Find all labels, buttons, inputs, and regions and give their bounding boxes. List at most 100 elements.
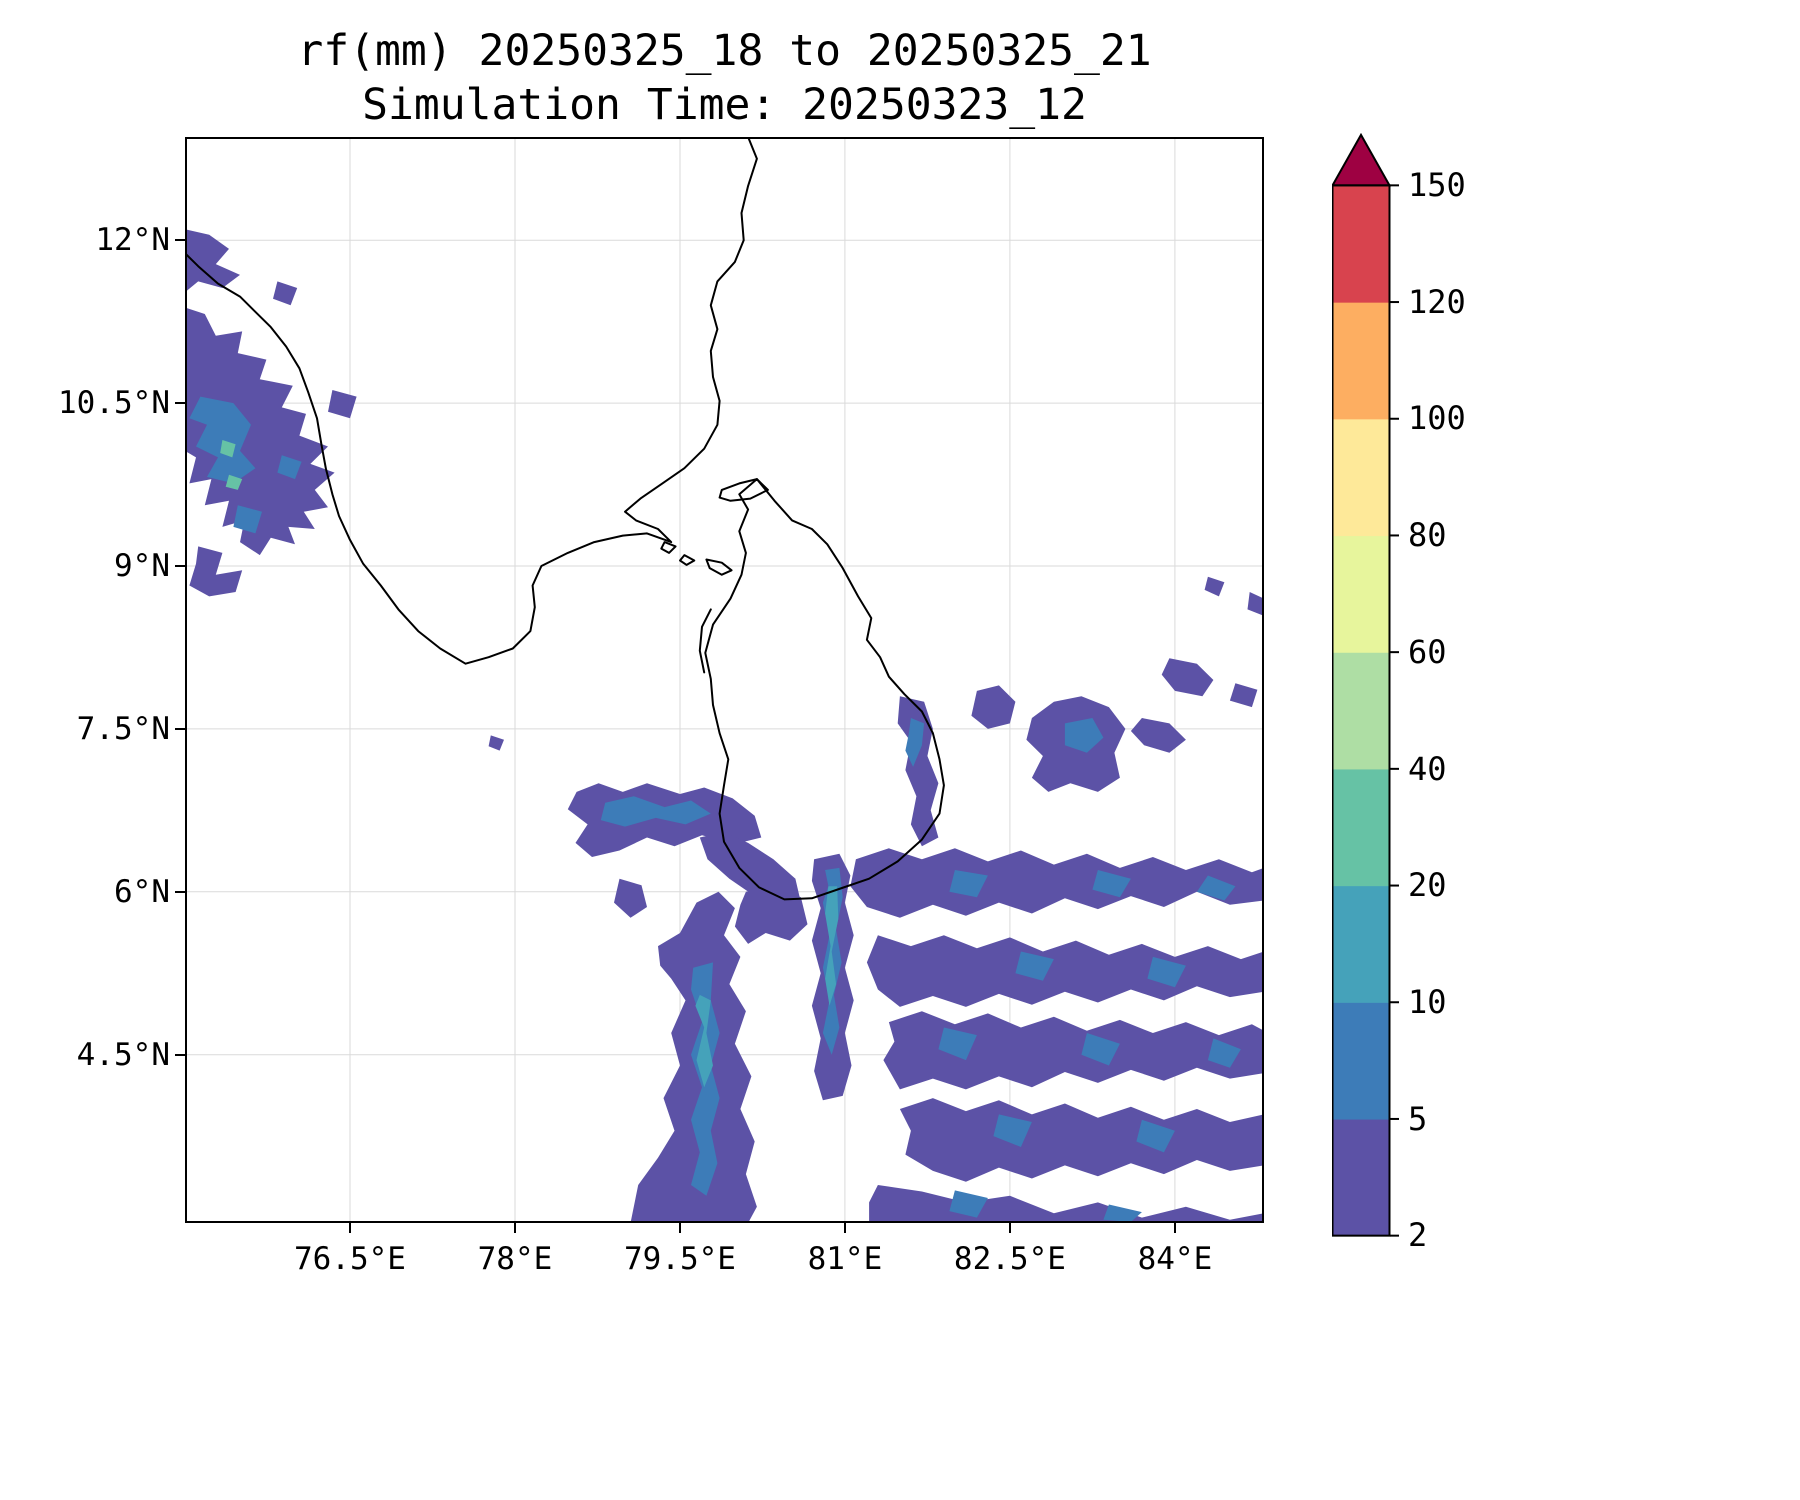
rain-patch-20-40mm [220,440,236,458]
x-tick-mark [348,1223,351,1233]
colorbar-extend-max-arrow [1332,133,1392,187]
rain-patch-5-10mm [993,1114,1032,1147]
rain-patch-2-5mm [1247,592,1264,616]
colorbar-segment [1332,302,1390,420]
colorbar-tick-label: 60 [1408,632,1447,671]
rain-patch-2-5mm [897,696,939,847]
x-tick-label: 78°E [477,1241,553,1277]
y-tick-label: 9°N [114,547,170,584]
colorbar-tick-label: 80 [1408,516,1447,555]
rain-patch-2-5mm [488,735,504,751]
y-tick-label: 12°N [95,222,170,259]
colorbar-tick-label: 5 [1408,1099,1428,1138]
rain-patch-5-10mm [600,796,711,827]
y-tick-mark [175,239,185,242]
colorbar-segment [1332,418,1390,537]
title-block: rf(mm) 20250325_18 to 20250325_21 Simula… [185,24,1264,132]
map-svg [185,137,1264,1223]
rain-patch-2-5mm [899,1098,1264,1182]
map-plot-area [185,137,1264,1223]
y-tick-mark [175,564,185,567]
colorbar-tick-label: 120 [1408,282,1466,321]
rain-patch-2-5mm [185,229,240,293]
rain-patch-2-5mm [971,685,1016,729]
colorbar-segment [1332,768,1390,887]
colorbar-outline [1332,184,1391,1237]
colorbar-tick-label: 100 [1408,399,1466,438]
colorbar-tick-label: 10 [1408,982,1447,1021]
plot-frame [185,137,1264,1223]
colorbar-tick-label: 2 [1408,1216,1428,1255]
colorbar-segment [1332,535,1390,653]
sri-lanka-coastline [704,478,945,901]
rain-patch-5-10mm [1103,1204,1142,1222]
rain-patch-5-10mm [949,870,988,898]
rain-patch-2-5mm [273,281,298,306]
rain-patch-5-10mm [949,1190,988,1218]
islet-coastline [660,541,677,554]
rain-patch-5-10mm [233,505,262,534]
colorbar [1332,133,1402,1239]
rain-patch-10-20mm [695,994,713,1088]
y-tick-label: 6°N [114,873,170,910]
islet-coastline [679,554,696,566]
rain-patch-5-10mm [1081,1033,1120,1066]
rain-patch-20-40mm [225,474,243,490]
rain-patch-5-10mm [1147,956,1186,988]
rain-patch-5-10mm [1015,951,1054,981]
rain-patch-10-20mm [825,886,839,1006]
rain-patch-5-10mm [1064,718,1104,753]
rain-patch-2-5mm [1204,576,1225,597]
y-tick-label: 4.5°N [76,1036,170,1073]
x-tick-label: 82.5°E [953,1241,1066,1277]
rain-patch-5-10mm [189,396,256,484]
colorbar-svg [1332,133,1399,1237]
rain-patch-5-10mm [905,718,925,767]
x-tick-mark [1008,1223,1011,1233]
rain-patch-5-10mm [1196,875,1236,901]
colorbar-segment [1332,652,1390,770]
plot-title: rf(mm) 20250325_18 to 20250325_21 [297,26,1152,76]
rain-patch-2-5mm [1130,718,1186,753]
rain-patch-2-5mm [614,878,647,918]
y-tick-label: 7.5°N [76,710,170,747]
rain-patch-2-5mm [883,1011,1264,1090]
y-tick-mark [175,890,185,893]
rain-patch-2-5mm [850,848,1264,918]
rain-patch-2-5mm [185,307,335,556]
y-tick-mark [175,727,185,730]
x-tick-label: 79.5°E [623,1241,736,1277]
rain-patch-5-10mm [277,455,302,480]
rain-patch-2-5mm [866,935,1264,1007]
x-tick-mark [843,1223,846,1233]
colorbar-segment [1332,885,1390,1003]
x-tick-label: 76.5°E [293,1241,406,1277]
colorbar-tick-label: 20 [1408,866,1447,905]
india-coastline [185,137,758,665]
rain-patch-2-5mm [189,546,243,597]
rain-patch-2-5mm [1161,658,1214,697]
x-tick-label: 84°E [1137,1241,1213,1277]
islet-coastline [718,478,769,502]
colorbar-segment [1332,185,1390,303]
x-tick-mark [1173,1223,1176,1233]
islet-coastline [705,558,733,576]
colorbar-segment [1332,1002,1390,1120]
colorbar-tick-label: 40 [1408,749,1447,788]
rain-patch-2-5mm [1229,683,1258,708]
y-tick-mark [175,1053,185,1056]
lagoon-coastline [698,608,712,674]
y-tick-mark [175,402,185,405]
y-tick-label: 10.5°N [58,385,170,422]
x-tick-mark [678,1223,681,1233]
rain-patch-2-5mm [734,886,808,944]
rain-patch-5-10mm [1136,1119,1175,1153]
rain-patch-5-10mm [1207,1038,1241,1068]
rain-patch-5-10mm [1092,870,1131,898]
x-tick-label: 81°E [807,1241,883,1277]
rain-patch-2-5mm [328,390,357,419]
rain-patch-2-5mm [869,1185,1264,1223]
colorbar-segment [1332,1118,1390,1237]
plot-subtitle: Simulation Time: 20250323_12 [362,80,1087,130]
